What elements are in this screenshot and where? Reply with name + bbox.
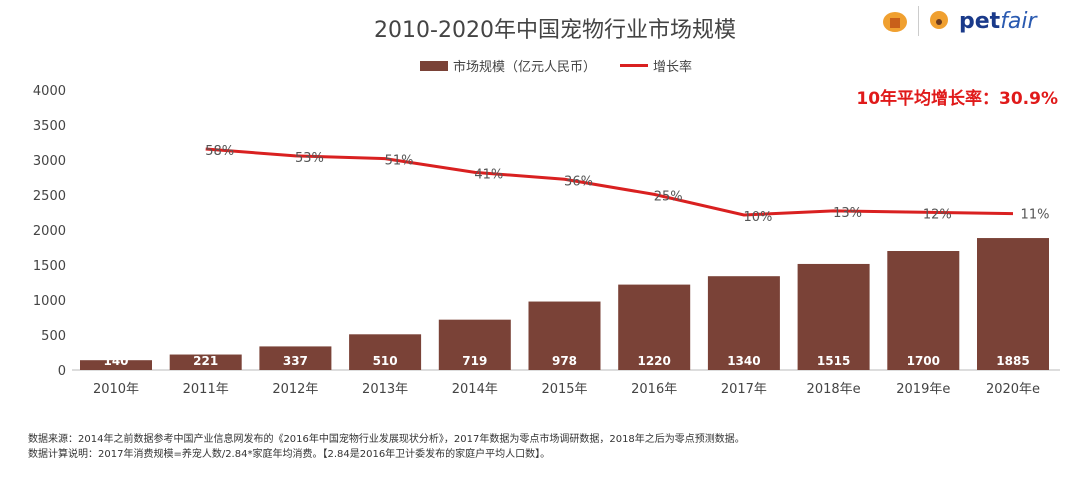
- bar-value-label: 221: [193, 354, 218, 368]
- y-tick-label: 3000: [33, 154, 66, 169]
- x-tick-label: 2020年e: [986, 382, 1040, 397]
- growth-label: 25%: [654, 189, 683, 204]
- legend-swatch-bar: [420, 60, 448, 71]
- bar: [80, 360, 152, 370]
- x-tick-label: 2013年: [362, 382, 408, 397]
- chart-title: 2010-2020年中国宠物行业市场规模: [374, 18, 736, 43]
- growth-label: 11%: [1021, 208, 1050, 223]
- average-growth-annotation: 10年平均增长率：30.9%: [856, 89, 1058, 109]
- note-source: 数据来源：2014年之前数据参考中国产业信息网发布的《2016年中国宠物行业发展…: [28, 434, 745, 445]
- growth-label: 13%: [833, 206, 862, 221]
- growth-label: 12%: [923, 207, 952, 222]
- y-tick-label: 2500: [33, 189, 66, 204]
- legend-swatch-line: [620, 64, 649, 67]
- growth-label: 36%: [564, 174, 593, 189]
- legend-item-growth: 增长率: [620, 56, 692, 75]
- petfair-logo: petfair: [959, 8, 1037, 34]
- x-tick-label: 2014年: [452, 382, 498, 397]
- legend-label: 市场规模（亿元人民币）: [453, 60, 597, 75]
- bar-value-label: 1220: [637, 354, 670, 368]
- bar-value-label: 1885: [996, 354, 1029, 368]
- bar-value-label: 337: [283, 354, 308, 368]
- bar: [169, 354, 242, 370]
- y-tick-label: 3500: [33, 119, 66, 134]
- bar: [707, 276, 780, 370]
- bar-value-label: 510: [373, 354, 398, 368]
- bar: [977, 238, 1049, 370]
- logos: petfair: [880, 4, 1037, 38]
- bar: [528, 301, 601, 370]
- x-tick-label: 2017年: [721, 382, 767, 397]
- notes: 数据来源：2014年之前数据参考中国产业信息网发布的《2016年中国宠物行业发展…: [28, 432, 745, 462]
- growth-line: [205, 147, 1014, 217]
- dog-logo-icon: [930, 11, 948, 29]
- x-tick-label: 2019年e: [896, 382, 950, 397]
- note-calc: 数据计算说明：2017年消费规模=养宠人数/2.84*家庭年均消费。【2.84是…: [28, 449, 551, 460]
- bar-value-label: 1515: [817, 354, 850, 368]
- x-tick-label: 2015年: [541, 382, 587, 397]
- chart: 0 500 1000 1500 2000 2500 3000 3500 4000 140 2010年…: [33, 84, 1060, 397]
- x-tick-label: 2012年: [272, 382, 318, 397]
- bar-value-label: 978: [552, 354, 577, 368]
- growth-label: 41%: [474, 167, 503, 182]
- y-tick-label: 4000: [33, 84, 66, 99]
- bar-value-label: 140: [103, 354, 128, 368]
- y-tick-label: 2000: [33, 224, 66, 239]
- bar: [887, 251, 960, 370]
- bar-value-label: 719: [462, 354, 487, 368]
- x-tick-label: 2011年: [183, 382, 229, 397]
- x-tick-label: 2010年: [93, 382, 139, 397]
- growth-label: 58%: [205, 144, 234, 159]
- y-tick-label: 1000: [33, 294, 66, 309]
- bar: [349, 334, 422, 370]
- y-tick-label: 1500: [33, 259, 66, 274]
- y-tick-label: 0: [58, 364, 66, 379]
- legend: 市场规模（亿元人民币） 增长率: [420, 56, 692, 75]
- x-tick-label: 2016年: [631, 382, 677, 397]
- x-tick-label: 2018年e: [807, 382, 861, 397]
- bar-value-label: 1340: [727, 354, 760, 368]
- bar: [259, 346, 332, 370]
- bar: [797, 263, 870, 370]
- growth-label: 10%: [743, 210, 772, 225]
- bar: [618, 284, 691, 370]
- legend-label: 增长率: [653, 60, 693, 75]
- bar: [438, 319, 511, 370]
- bee-logo-icon: [883, 12, 907, 32]
- growth-label: 51%: [385, 154, 414, 169]
- growth-label: 53%: [295, 151, 324, 166]
- y-tick-label: 500: [41, 329, 66, 344]
- legend-item-market: 市场规模（亿元人民币）: [420, 56, 596, 75]
- bar-value-label: 1700: [907, 354, 940, 368]
